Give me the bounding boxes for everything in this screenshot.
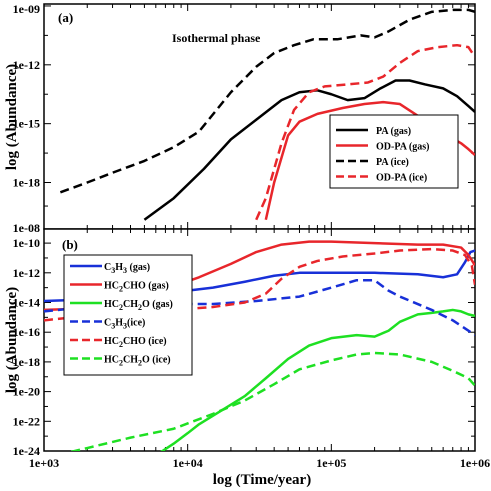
panel-b-legend-entries: C3H3 (gas) HC2CHO (gas) HC2CH2O (gas) C3H3(…: [70, 262, 173, 368]
y-tick-label: 1e-15: [13, 117, 40, 131]
legend-label: OD-PA (gas): [376, 142, 429, 153]
x-tick-label: 1e+04: [173, 456, 203, 470]
panel-a-annotation: Isothermal phase: [172, 31, 261, 45]
x-tick-label: 1e+03: [29, 456, 59, 470]
panel-b: 1e-10 1e-12 1e-14 1e-16 1e-18 1e-20 1e-22 1e-24…: [13, 228, 490, 470]
legend-label: HC2CH2O (gas): [104, 299, 173, 312]
y-tick-label: 1e-12: [13, 58, 40, 72]
y-tick-label: 1e-16: [13, 325, 40, 339]
y-tick-label: 1e-18: [13, 176, 40, 190]
legend-label: HC2CHO (ice): [104, 336, 167, 349]
x-tick-label: 1e+06: [460, 456, 490, 470]
panel-b-x-tick-labels: 1e+03 1e+04 1e+05 1e+06: [29, 456, 490, 470]
y-tick-label: 1e-18: [13, 355, 40, 369]
y-tick-label: 1e-09: [13, 2, 40, 16]
series-line-b-2: [160, 308, 475, 451]
series-line-a-3: [255, 43, 475, 221]
y-tick-label: 1e-22: [13, 414, 40, 428]
panel-b-y-tick-labels: 1e-10 1e-12 1e-14 1e-16 1e-18 1e-20 1e-22 1e-24: [13, 236, 40, 458]
x-axis-title: log (Time/year): [213, 472, 311, 488]
y-tick-label: 1e-10: [13, 236, 40, 250]
legend-label: OD-PA (ice): [376, 173, 427, 184]
series-line-b-4: [44, 247, 475, 322]
panel-a-y-tick-labels: 1e-09 1e-12 1e-15 1e-18 1e-08: [13, 2, 40, 235]
series-line-a-0: [143, 79, 475, 221]
panel-a-legend: PA (gas) OD-PA (gas) PA (ice) OD-PA (ice): [329, 114, 459, 189]
x-tick-label: 1e+05: [316, 456, 346, 470]
legend-label: PA (ice): [376, 157, 409, 168]
legend-label: HC2CH2O (ice): [104, 355, 171, 368]
series-line-b-3: [44, 278, 475, 337]
panel-b-legend: C3H3 (gas) HC2CHO (gas) HC2CH2O (gas) C3H3(…: [63, 254, 193, 376]
panel-b-tag: (b): [62, 237, 78, 252]
legend-label: C3H3(ice): [104, 318, 145, 331]
panel-a-legend-entries: PA (gas) OD-PA (gas) PA (ice) OD-PA (ice): [336, 126, 429, 184]
panel-a: 1e-09 1e-12 1e-15 1e-18 1e-08 (a) Isothermal…: [13, 2, 476, 235]
y-axis-title-a: log (Abundance): [4, 64, 20, 170]
series-line-a-2: [59, 8, 475, 194]
y-tick-label: 1e-14: [13, 296, 40, 310]
y-tick-label: 1e-20: [13, 385, 40, 399]
legend-label: PA (gas): [376, 126, 411, 137]
panel-a-tag: (a): [58, 10, 73, 25]
y-tick-label: 1e-08: [13, 221, 40, 235]
panel-a-legend-box: [329, 114, 459, 189]
panel-b-ticks: [43, 229, 475, 452]
y-tick-label: 1e-12: [13, 266, 40, 280]
panel-b-legend-box: [63, 254, 193, 376]
legend-label: C3H3 (gas): [104, 262, 150, 275]
y-axis-title-b: log (Abundance): [4, 287, 20, 393]
legend-label: HC2CHO (gas): [104, 281, 169, 294]
y-tick-label: 1e-24: [13, 444, 40, 458]
